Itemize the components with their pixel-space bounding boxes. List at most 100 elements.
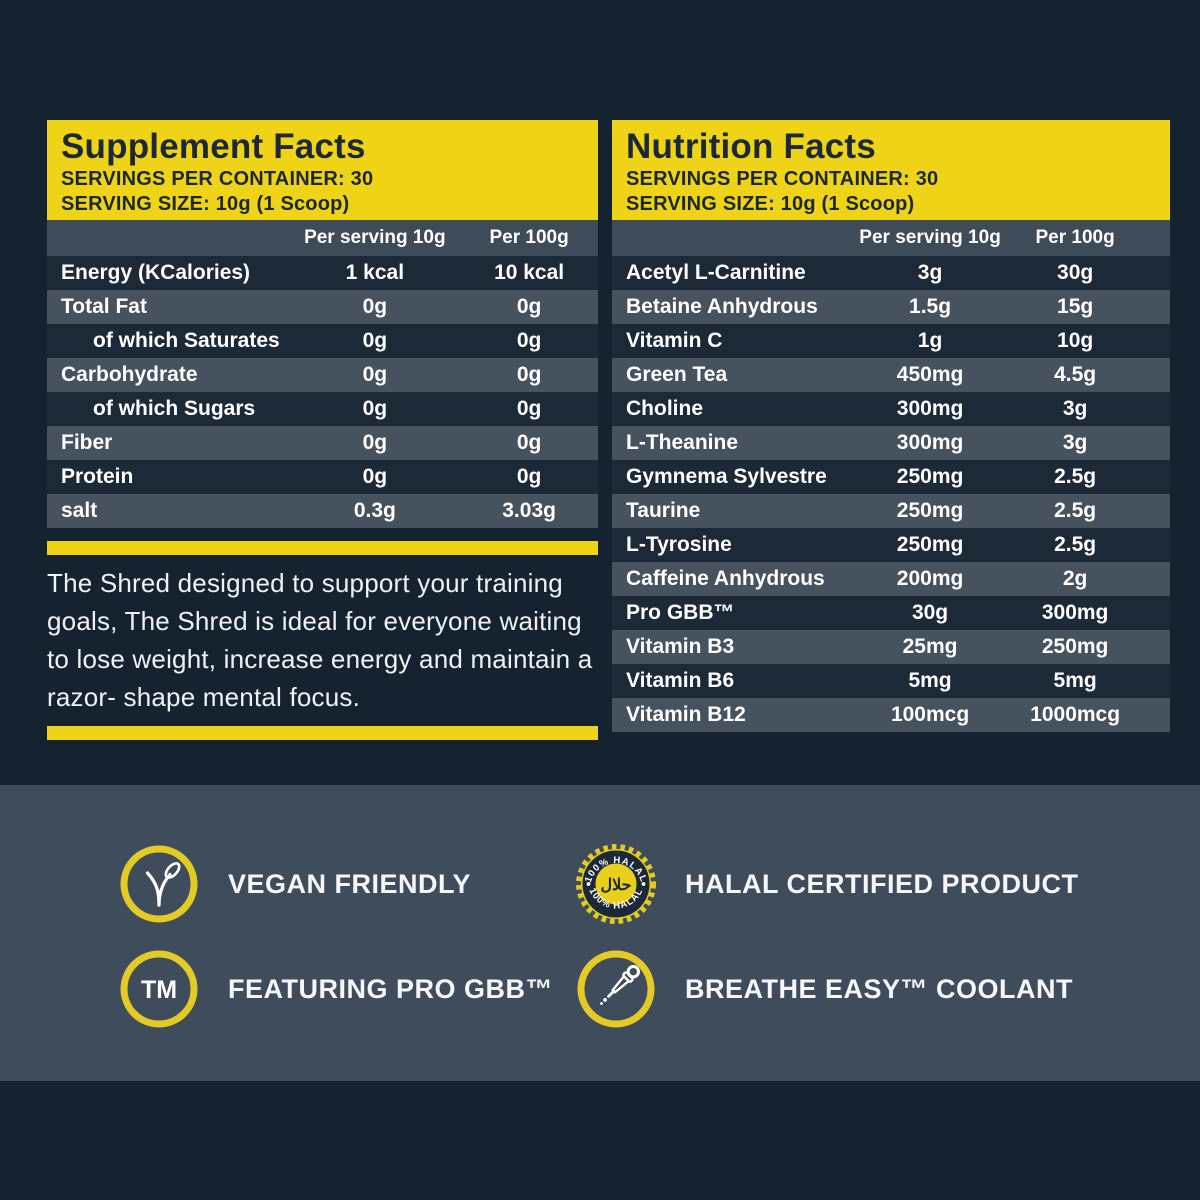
supplement-facts-title: Supplement Facts [61, 127, 366, 166]
table-row: Vitamin B12 100mcg 1000mcg [612, 698, 1170, 732]
feature-badges: VEGAN FRIENDLY 100% HALAL 100% HALAL حلا… [118, 843, 1138, 1030]
row-label: Protein [61, 465, 134, 488]
row-label: of which Sugars [93, 397, 256, 420]
table-row: Total Fat 0g 0g [47, 290, 598, 324]
row-label: Fiber [61, 431, 113, 454]
table-row: salt 0.3g 3.03g [47, 494, 598, 528]
row-per-serving-value: 250mg [896, 533, 964, 556]
supplement-table-header: Per serving 10g Per 100g [47, 220, 598, 256]
row-per-100g-value: 4.5g [1054, 363, 1097, 386]
row-per-serving-value: 1 kcal [345, 261, 405, 284]
row-label: Betaine Anhydrous [626, 295, 818, 318]
row-per-100g-value: 3g [1062, 431, 1088, 454]
row-per-serving-value: 250mg [896, 499, 964, 522]
table-row: Vitamin B3 25mg 250mg [612, 630, 1170, 664]
badge-label: BREATHE EASY™ COOLANT [685, 973, 1074, 1004]
badges-band [0, 785, 1200, 1081]
row-label: Pro GBB™ [626, 601, 735, 624]
row-per-100g-value: 10 kcal [494, 261, 565, 284]
nutrition-table-header: Per serving 10g Per 100g [612, 220, 1170, 256]
row-per-serving-value: 0g [362, 329, 388, 352]
row-label: Carbohydrate [61, 363, 198, 386]
servings-per-container: SERVINGS PER CONTAINER: 30 [61, 167, 374, 190]
servings-per-container: SERVINGS PER CONTAINER: 30 [626, 167, 939, 190]
row-per-serving-value: 300mg [896, 397, 964, 420]
table-row: L-Theanine 300mg 3g [612, 426, 1170, 460]
row-per-serving-value: 25mg [902, 635, 958, 658]
row-per-100g-value: 300mg [1041, 601, 1109, 624]
badge-featuring-pro-gbb: TM FEATURING PRO GBB™ [118, 948, 575, 1030]
table-row: of which Sugars 0g 0g [47, 392, 598, 426]
row-per-100g-value: 10g [1057, 329, 1094, 352]
tm-icon-text: TM [141, 976, 177, 1004]
row-label: Vitamin C [626, 329, 723, 352]
row-per-100g-value: 0g [516, 329, 542, 352]
row-label: Vitamin B3 [626, 635, 735, 658]
tm-circle-icon: TM [120, 950, 198, 1028]
row-per-serving-value: 0g [362, 431, 388, 454]
table-row: of which Saturates 0g 0g [47, 324, 598, 358]
table-row: Choline 300mg 3g [612, 392, 1170, 426]
row-per-100g-value: 3g [1062, 397, 1088, 420]
row-per-serving-value: 30g [911, 601, 949, 624]
row-label: Taurine [626, 499, 701, 522]
halal-seal-icon: 100% HALAL 100% HALAL حلال [576, 844, 656, 924]
row-label: Energy (KCalories) [61, 261, 251, 284]
table-row: Acetyl L-Carnitine 3g 30g [612, 256, 1170, 290]
row-per-serving-value: 200mg [896, 567, 964, 590]
badge-breathe-easy-coolant: BREATHE EASY™ COOLANT [575, 948, 1138, 1030]
table-row: Gymnema Sylvestre 250mg 2.5g [612, 460, 1170, 494]
table-row: Betaine Anhydrous 1.5g 15g [612, 290, 1170, 324]
row-label: Green Tea [626, 363, 728, 386]
row-per-serving-value: 100mcg [890, 703, 970, 726]
table-row: Energy (KCalories) 1 kcal 10 kcal [47, 256, 598, 290]
column-per-100g: Per 100g [1035, 227, 1115, 248]
row-per-100g-value: 0g [516, 295, 542, 318]
row-per-serving-value: 1.5g [909, 295, 952, 318]
row-label: Gymnema Sylvestre [626, 465, 827, 488]
row-per-serving-value: 0g [362, 363, 388, 386]
supplement-facts-panel: Supplement Facts SERVINGS PER CONTAINER:… [47, 120, 598, 740]
nutrition-facts-header: Nutrition Facts SERVINGS PER CONTAINER: … [612, 120, 1170, 220]
table-row: Vitamin B6 5mg 5mg [612, 664, 1170, 698]
row-per-serving-value: 0.3g [353, 499, 396, 522]
row-per-serving-value: 0g [362, 465, 388, 488]
row-per-100g-value: 0g [516, 431, 542, 454]
row-label: Caffeine Anhydrous [626, 567, 825, 590]
badge-label: VEGAN FRIENDLY [228, 868, 472, 899]
row-per-serving-value: 0g [362, 397, 388, 420]
halal-arabic-text: حلال [600, 877, 631, 894]
row-per-serving-value: 250mg [896, 465, 964, 488]
row-per-100g-value: 1000mcg [1030, 703, 1121, 726]
row-label: salt [61, 499, 98, 522]
row-label: Total Fat [61, 295, 147, 318]
badge-halal-certified: 100% HALAL 100% HALAL حلال HALAL CERTIFI… [575, 843, 1138, 925]
row-per-serving-value: 3g [917, 261, 943, 284]
dropper-icon [577, 950, 655, 1028]
supplement-table-body: Energy (KCalories) 1 kcal 10 kcal Total … [47, 256, 598, 528]
nutrition-facts-title: Nutrition Facts [626, 127, 876, 166]
column-per-100g: Per 100g [489, 227, 569, 248]
row-per-serving-value: 450mg [896, 363, 964, 386]
row-label: L-Tyrosine [626, 533, 732, 556]
serving-size: SERVING SIZE: 10g (1 Scoop) [61, 193, 350, 216]
nutrition-table-body: Acetyl L-Carnitine 3g 30g Betaine Anhydr… [612, 256, 1170, 732]
table-row: Vitamin C 1g 10g [612, 324, 1170, 358]
table-row: Fiber 0g 0g [47, 426, 598, 460]
table-row: Caffeine Anhydrous 200mg 2g [612, 562, 1170, 596]
row-per-100g-value: 2.5g [1054, 465, 1097, 488]
nutrition-facts-panel: Nutrition Facts SERVINGS PER CONTAINER: … [612, 120, 1170, 732]
row-per-100g-value: 5mg [1053, 669, 1097, 692]
table-row: Carbohydrate 0g 0g [47, 358, 598, 392]
supplement-facts-header: Supplement Facts SERVINGS PER CONTAINER:… [47, 120, 598, 220]
table-row: L-Tyrosine 250mg 2.5g [612, 528, 1170, 562]
row-per-100g-value: 2.5g [1054, 499, 1097, 522]
row-per-100g-value: 250mg [1041, 635, 1109, 658]
row-label: Vitamin B6 [626, 669, 735, 692]
product-description: The Shred designed to support your train… [47, 568, 593, 712]
row-per-100g-value: 0g [516, 363, 542, 386]
table-row: Green Tea 450mg 4.5g [612, 358, 1170, 392]
column-per-serving: Per serving 10g [859, 227, 1001, 248]
row-per-100g-value: 0g [516, 397, 542, 420]
row-per-serving-value: 1g [917, 329, 943, 352]
